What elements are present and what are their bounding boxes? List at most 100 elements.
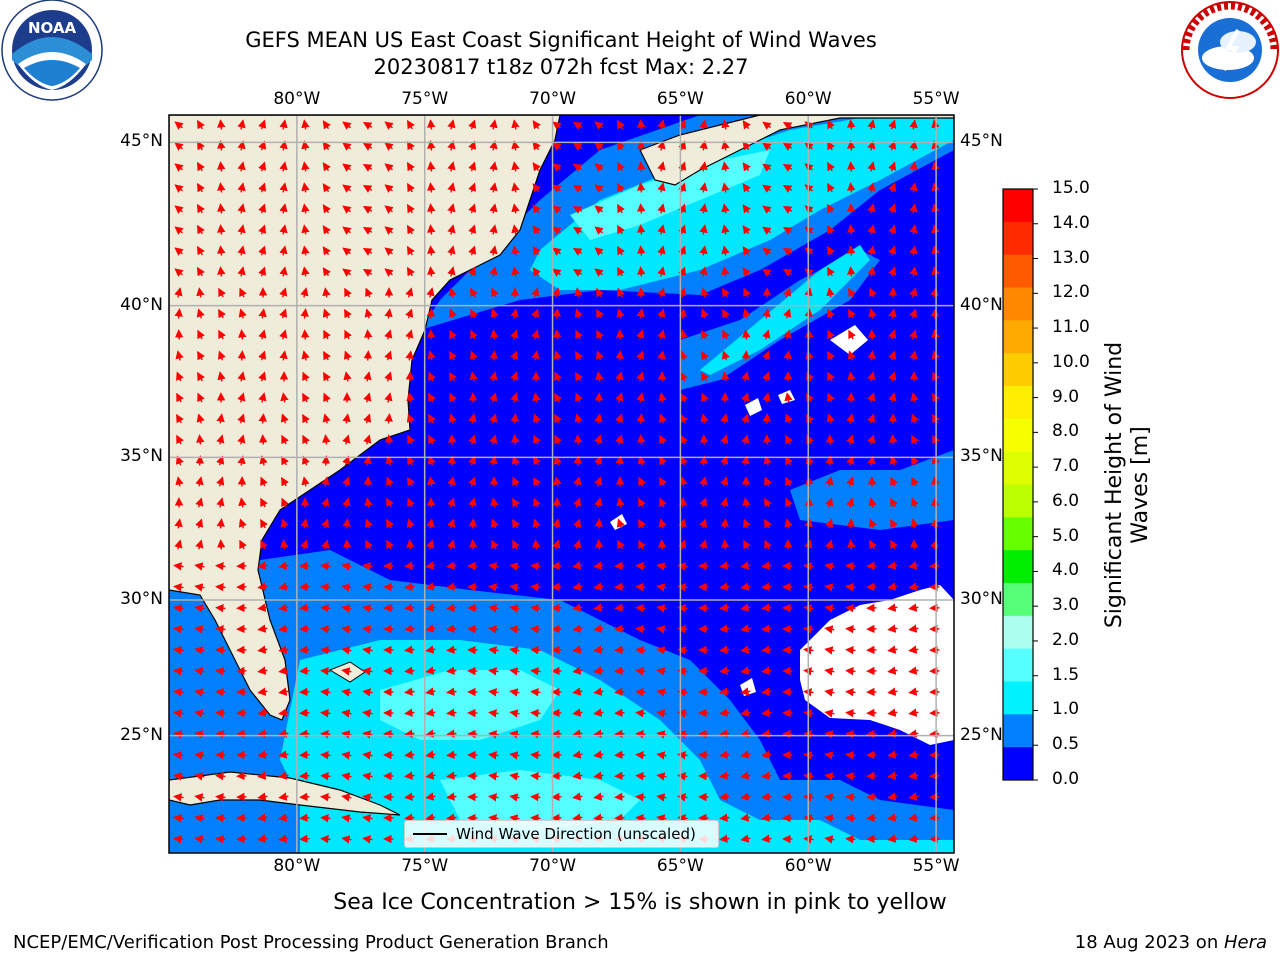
wind-wave-arrow <box>215 772 226 781</box>
colorbar-tick-label: 0.0 <box>1052 769 1080 789</box>
colorbar-segment <box>1003 648 1033 682</box>
wind-wave-arrow <box>887 645 898 654</box>
wind-wave-arrow <box>656 667 667 676</box>
wind-wave-arrow <box>468 224 477 235</box>
wind-wave-arrow <box>257 645 268 654</box>
wind-wave-arrow <box>721 266 730 277</box>
wind-wave-arrow <box>719 645 730 654</box>
wind-wave-arrow <box>173 751 184 760</box>
wind-wave-arrow <box>699 245 708 256</box>
wind-wave-arrow <box>425 771 436 780</box>
wind-wave-arrow <box>637 266 646 277</box>
wind-wave-arrow <box>512 476 520 487</box>
wind-wave-arrow <box>637 182 646 193</box>
wind-wave-arrow <box>364 329 373 340</box>
wind-wave-arrow <box>824 688 835 697</box>
wind-wave-arrow <box>489 266 498 277</box>
wind-wave-arrow <box>446 813 457 822</box>
wind-wave-arrow <box>509 814 520 823</box>
wind-wave-arrow <box>910 518 919 529</box>
wind-wave-arrow <box>762 350 771 361</box>
wind-wave-arrow <box>699 266 708 277</box>
wind-wave-arrow <box>761 750 772 759</box>
wind-wave-arrow <box>278 645 289 654</box>
wind-wave-arrow <box>784 392 793 403</box>
wind-wave-arrow <box>446 750 457 759</box>
wind-wave-arrow <box>827 245 835 256</box>
wind-wave-arrow <box>173 730 184 739</box>
wind-wave-arrow <box>637 161 646 172</box>
wind-wave-arrow <box>888 266 897 277</box>
wind-wave-arrow <box>867 245 876 256</box>
wind-wave-arrow <box>721 224 730 235</box>
wind-wave-arrow <box>573 539 582 550</box>
wind-wave-arrow <box>888 371 897 382</box>
wind-wave-arrow <box>909 287 918 298</box>
wind-wave-arrow <box>764 518 772 529</box>
wind-wave-arrow <box>174 121 184 130</box>
wind-wave-arrow <box>301 182 310 193</box>
wind-wave-arrow <box>617 245 625 256</box>
wind-wave-arrow <box>490 308 499 319</box>
wind-wave-arrow <box>195 518 204 529</box>
wind-wave-arrow <box>217 245 226 256</box>
wind-wave-arrow <box>761 582 772 591</box>
wind-wave-arrow <box>174 142 184 151</box>
wind-wave-arrow <box>197 371 205 382</box>
wind-wave-arrow <box>721 119 730 130</box>
wind-wave-arrow <box>512 497 520 508</box>
wind-wave-arrow <box>509 730 520 739</box>
wind-wave-arrow <box>217 371 226 382</box>
wind-wave-arrow <box>342 476 351 487</box>
wind-wave-arrow <box>428 413 436 424</box>
wind-wave-arrow <box>530 583 541 592</box>
colorbar-tick-label: 13.0 <box>1052 247 1090 268</box>
wind-wave-arrow <box>825 518 834 529</box>
no-data-patch <box>745 398 762 416</box>
wind-wave-arrow <box>300 539 309 550</box>
wind-wave-arrow <box>657 182 666 193</box>
wind-wave-arrow <box>237 161 246 172</box>
wind-wave-arrow <box>446 624 457 633</box>
wind-wave-arrow <box>362 205 373 214</box>
wind-wave-arrow <box>510 392 519 403</box>
wind-wave-arrow <box>617 224 625 235</box>
wind-wave-arrow <box>594 226 604 235</box>
wind-wave-arrow <box>887 603 898 612</box>
wind-wave-arrow <box>489 161 498 172</box>
wind-wave-arrow <box>825 539 834 550</box>
wind-wave-arrow <box>637 119 646 130</box>
wind-wave-arrow <box>405 350 414 361</box>
wind-wave-arrow <box>320 793 331 802</box>
wind-wave-arrow <box>404 750 415 759</box>
wind-wave-arrow <box>594 247 604 256</box>
wind-wave-arrow <box>342 518 351 529</box>
wind-wave-arrow <box>425 561 436 570</box>
wind-wave-arrow <box>196 203 205 214</box>
wind-wave-arrow <box>447 539 456 550</box>
wind-wave-arrow <box>405 287 414 298</box>
wind-wave-arrow <box>384 434 394 445</box>
wind-wave-arrow <box>343 350 352 361</box>
wind-wave-arrow <box>279 119 288 130</box>
wind-wave-arrow <box>656 688 667 697</box>
wind-wave-arrow <box>909 350 918 361</box>
wind-wave-arrow <box>404 582 415 591</box>
wind-wave-arrow <box>174 518 183 529</box>
wind-wave-arrow <box>196 245 205 256</box>
wind-wave-arrow <box>470 329 478 340</box>
wind-wave-arrow <box>742 141 751 151</box>
wind-wave-arrow <box>216 455 225 466</box>
wind-wave-arrow <box>552 539 561 550</box>
wind-wave-arrow <box>635 772 646 781</box>
wind-wave-arrow <box>257 729 268 738</box>
wind-wave-arrow <box>908 645 919 654</box>
wind-wave-arrow <box>532 225 541 235</box>
wind-wave-arrow <box>196 266 205 277</box>
wind-wave-arrow <box>888 161 897 172</box>
wind-wave-arrow <box>847 161 856 172</box>
wind-wave-arrow <box>469 371 478 382</box>
wind-wave-arrow <box>824 835 835 844</box>
wind-wave-arrow <box>741 413 750 424</box>
wind-wave-arrow <box>341 814 352 823</box>
